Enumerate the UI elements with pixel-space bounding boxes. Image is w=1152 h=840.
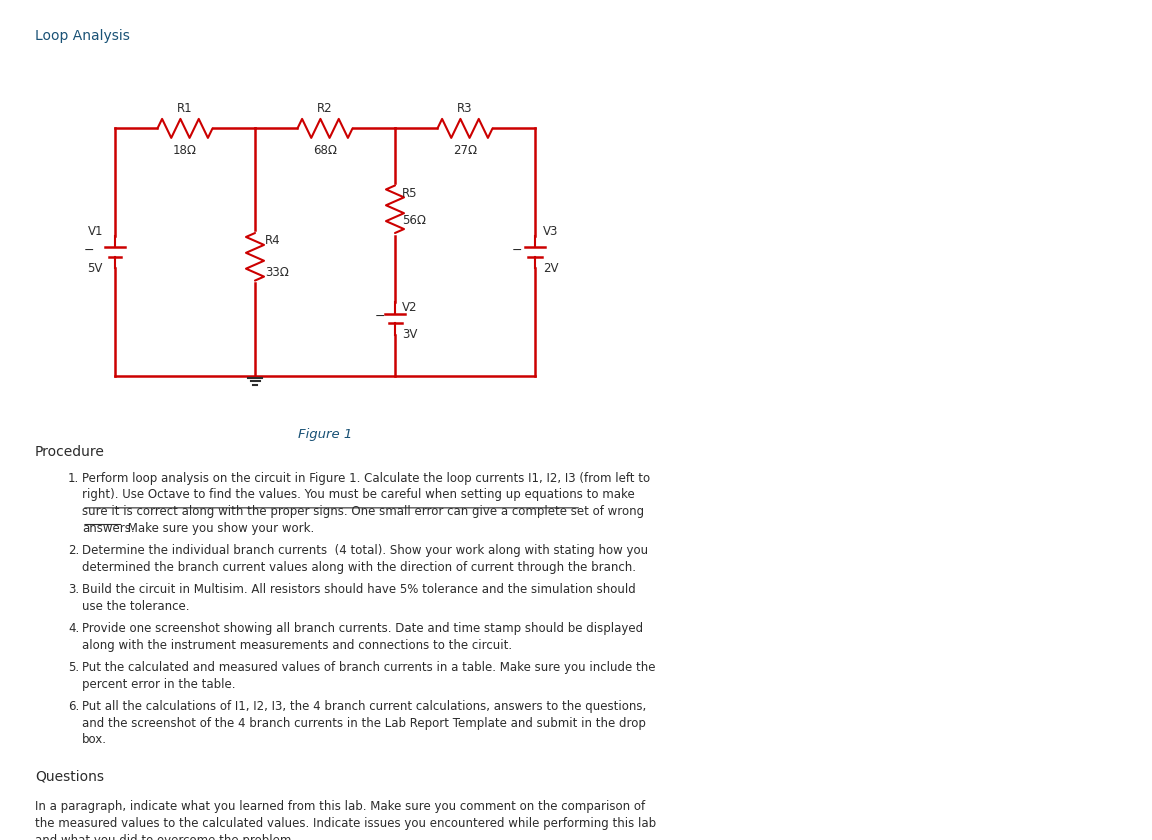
Text: R5: R5 — [402, 186, 417, 200]
Text: use the tolerance.: use the tolerance. — [82, 600, 189, 612]
Text: Questions: Questions — [35, 770, 104, 784]
Text: 5V: 5V — [88, 261, 103, 275]
Text: Determine the individual branch currents  (4 total). Show your work along with s: Determine the individual branch currents… — [82, 544, 649, 557]
Text: −: − — [84, 244, 94, 257]
Text: Perform loop analysis on the circuit in Figure 1. Calculate the loop currents I1: Perform loop analysis on the circuit in … — [82, 472, 650, 485]
Text: Figure 1: Figure 1 — [298, 428, 353, 441]
Text: V2: V2 — [402, 301, 417, 314]
Text: 33Ω: 33Ω — [265, 266, 289, 279]
Text: sure it is correct along with the proper signs. One small error can give a compl: sure it is correct along with the proper… — [82, 505, 644, 518]
Text: 3V: 3V — [402, 328, 417, 341]
Text: −: − — [374, 310, 385, 323]
Text: percent error in the table.: percent error in the table. — [82, 678, 235, 690]
Text: V3: V3 — [543, 225, 559, 238]
Text: 2.: 2. — [68, 544, 79, 557]
Text: −: − — [511, 244, 522, 257]
Text: 4.: 4. — [68, 622, 79, 635]
Text: Loop Analysis: Loop Analysis — [35, 29, 130, 43]
Text: 18Ω: 18Ω — [173, 144, 197, 156]
Text: 6.: 6. — [68, 700, 79, 713]
Text: 3.: 3. — [68, 583, 79, 596]
Text: 68Ω: 68Ω — [313, 144, 338, 156]
Text: 56Ω: 56Ω — [402, 214, 426, 227]
Text: and the screenshot of the 4 branch currents in the Lab Report Template and submi: and the screenshot of the 4 branch curre… — [82, 717, 646, 730]
Text: 5.: 5. — [68, 661, 79, 674]
Text: Procedure: Procedure — [35, 445, 105, 459]
Text: Build the circuit in Multisim. All resistors should have 5% tolerance and the si: Build the circuit in Multisim. All resis… — [82, 583, 636, 596]
Text: Make sure you show your work.: Make sure you show your work. — [123, 522, 313, 534]
Text: In a paragraph, indicate what you learned from this lab. Make sure you comment o: In a paragraph, indicate what you learne… — [35, 801, 645, 813]
Text: box.: box. — [82, 733, 107, 746]
Text: the measured values to the calculated values. Indicate issues you encountered wh: the measured values to the calculated va… — [35, 817, 657, 830]
Text: V1: V1 — [88, 225, 103, 238]
Text: 1.: 1. — [68, 472, 79, 485]
Text: R4: R4 — [265, 234, 281, 247]
Text: Put the calculated and measured values of branch currents in a table. Make sure : Put the calculated and measured values o… — [82, 661, 655, 674]
Text: determined the branch current values along with the direction of current through: determined the branch current values alo… — [82, 560, 636, 574]
Text: answers.: answers. — [82, 522, 135, 534]
Text: Put all the calculations of I1, I2, I3, the 4 branch current calculations, answe: Put all the calculations of I1, I2, I3, … — [82, 700, 646, 713]
Text: R2: R2 — [317, 102, 333, 115]
Text: R1: R1 — [177, 102, 192, 115]
Text: right). Use Octave to find the values. You must be careful when setting up equat: right). Use Octave to find the values. Y… — [82, 488, 635, 501]
Text: 27Ω: 27Ω — [453, 144, 477, 156]
Text: Provide one screenshot showing all branch currents. Date and time stamp should b: Provide one screenshot showing all branc… — [82, 622, 643, 635]
Text: 2V: 2V — [543, 261, 559, 275]
Text: and what you did to overcome the problem.: and what you did to overcome the problem… — [35, 833, 295, 840]
Text: along with the instrument measurements and connections to the circuit.: along with the instrument measurements a… — [82, 638, 513, 652]
Text: R3: R3 — [457, 102, 472, 115]
